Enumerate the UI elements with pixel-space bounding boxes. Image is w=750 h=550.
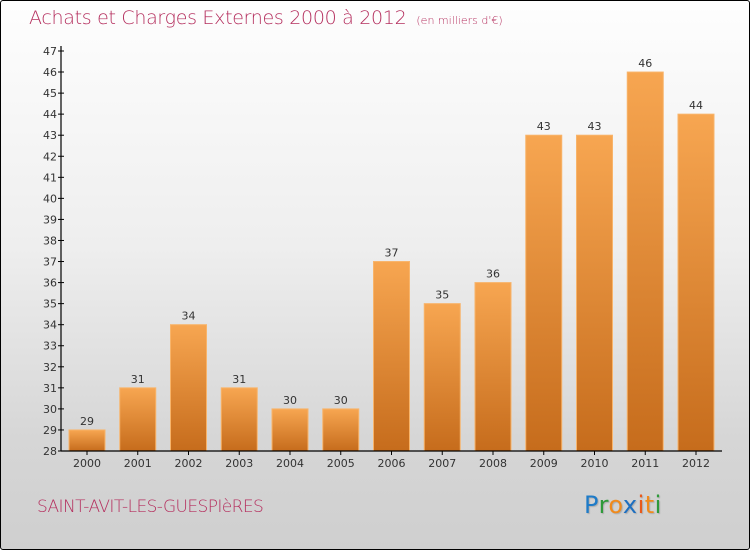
bar-2012 xyxy=(677,113,715,452)
y-tick-label-35: 35 xyxy=(43,298,57,311)
bar-2003 xyxy=(220,387,258,452)
chart-title-text: Achats et Charges Externes 2000 à 2012 xyxy=(29,7,407,29)
bar-2006 xyxy=(373,261,410,452)
y-tick-label-29: 29 xyxy=(43,424,57,437)
x-tick-label-2005: 2005 xyxy=(327,457,355,470)
x-tick-label-2010: 2010 xyxy=(581,457,609,470)
value-label-2001: 31 xyxy=(131,373,145,386)
y-tick-label-40: 40 xyxy=(43,192,57,205)
y-tick-label-44: 44 xyxy=(43,108,57,121)
bar-2002 xyxy=(170,324,207,452)
value-label-2008: 36 xyxy=(486,268,500,281)
x-tick-label-2008: 2008 xyxy=(479,457,507,470)
x-tick-label-2003: 2003 xyxy=(225,457,253,470)
y-tick-label-39: 39 xyxy=(43,213,57,226)
y-tick-label-45: 45 xyxy=(43,87,57,100)
x-tick-label-2001: 2001 xyxy=(124,457,152,470)
x-tick-label-2009: 2009 xyxy=(530,457,558,470)
y-tick-label-36: 36 xyxy=(43,277,57,290)
y-tick-label-46: 46 xyxy=(43,66,57,79)
bars-group: 29 31 34 31 30 30 37 35 36 43 43 46 44 xyxy=(68,57,715,452)
bar-2000 xyxy=(68,429,106,452)
value-label-2007: 35 xyxy=(435,289,449,302)
logo-letter: r xyxy=(598,491,609,519)
bar-2004 xyxy=(271,408,309,452)
bar-2005 xyxy=(322,408,360,452)
x-tick-label-2004: 2004 xyxy=(276,457,304,470)
value-label-2009: 43 xyxy=(537,120,551,133)
value-label-2003: 31 xyxy=(232,373,246,386)
logo-letter: i xyxy=(637,491,645,519)
y-tick-label-42: 42 xyxy=(43,150,57,163)
axes-group: 2000 2001 2002 2003 2004 2005 2006 2007 2008 2009… xyxy=(43,45,722,470)
bar-2008 xyxy=(474,282,512,452)
chart-unit: (en milliers d'€) xyxy=(416,14,503,27)
x-tick-label-2002: 2002 xyxy=(175,457,203,470)
y-tick-label-37: 37 xyxy=(43,256,57,269)
logo-letter: i xyxy=(654,491,662,519)
x-tick-label-2006: 2006 xyxy=(378,457,406,470)
bar-2010 xyxy=(576,134,613,452)
y-tick-label-32: 32 xyxy=(43,361,57,374)
y-tick-label-47: 47 xyxy=(43,45,57,58)
logo-letter: t xyxy=(644,491,655,519)
value-label-2004: 30 xyxy=(283,394,297,407)
x-tick-label-2012: 2012 xyxy=(682,457,710,470)
logo-letter: o xyxy=(608,491,623,519)
value-label-2006: 37 xyxy=(385,247,399,260)
bar-2001 xyxy=(119,387,157,452)
y-tick-label-28: 28 xyxy=(43,445,57,458)
value-label-2000: 29 xyxy=(80,415,94,428)
y-tick-label-30: 30 xyxy=(43,403,57,416)
logo-letter: P xyxy=(584,491,599,519)
bar-2009 xyxy=(525,134,563,452)
x-tick-label-2000: 2000 xyxy=(73,457,101,470)
proxiti-logo[interactable]: Proxiti xyxy=(584,491,662,519)
y-tick-label-43: 43 xyxy=(43,129,57,142)
y-tick-label-34: 34 xyxy=(43,319,57,332)
y-tick-label-41: 41 xyxy=(43,171,57,184)
value-label-2002: 34 xyxy=(182,310,196,323)
y-tick-label-31: 31 xyxy=(43,382,57,395)
value-label-2012: 44 xyxy=(689,99,703,112)
y-tick-label-33: 33 xyxy=(43,340,57,353)
value-label-2011: 46 xyxy=(638,57,652,70)
bar-2011 xyxy=(626,71,664,452)
bar-2007 xyxy=(423,303,461,452)
commune-name: SAINT-AVIT-LES-GUESPIèRES xyxy=(37,497,264,517)
x-tick-label-2011: 2011 xyxy=(631,457,659,470)
x-tick-label-2007: 2007 xyxy=(428,457,456,470)
value-label-2010: 43 xyxy=(588,120,602,133)
y-tick-label-38: 38 xyxy=(43,234,57,247)
value-label-2005: 30 xyxy=(334,394,348,407)
logo-letter: x xyxy=(622,491,638,519)
chart-title: Achats et Charges Externes 2000 à 2012 (e… xyxy=(29,7,503,29)
